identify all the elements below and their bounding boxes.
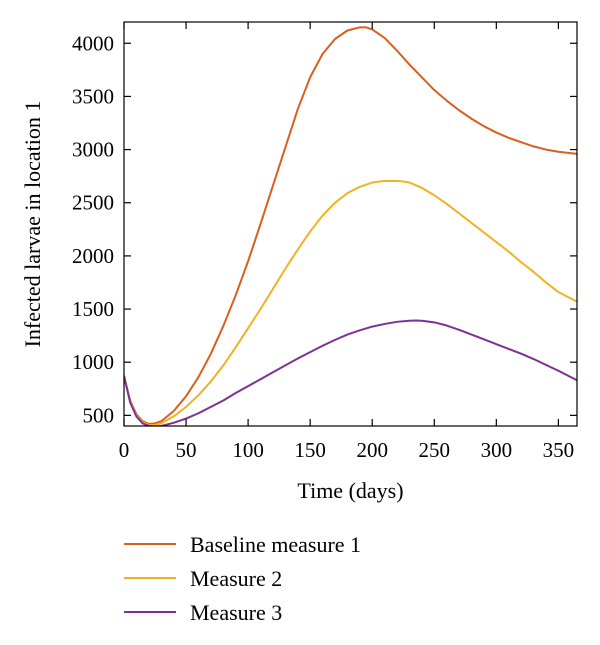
legend: Baseline measure 1 Measure 2 Measure 3 [124,532,361,625]
x-tick-label: 200 [356,438,388,462]
plot-frame [123,21,578,427]
y-tick-label: 500 [83,403,115,427]
y-tick-label: 2000 [72,244,114,268]
x-tick-label: 100 [232,438,264,462]
legend-label-1: Baseline measure 1 [190,532,361,557]
y-tick-label: 1000 [72,350,114,374]
y-tick-label: 4000 [72,31,114,55]
y-tick-label: 3000 [72,138,114,162]
legend-label-2: Measure 2 [190,566,282,591]
y-tick-label: 2500 [72,191,114,215]
series-line-2 [124,179,577,426]
legend-label-3: Measure 3 [190,600,282,625]
x-tick-label: 350 [543,438,575,462]
x-tick-label: 50 [176,438,197,462]
x-axis-title: Time (days) [297,478,403,503]
x-tick-label: 300 [481,438,513,462]
y-tick-label: 1500 [72,297,114,321]
plot-area [124,26,577,426]
y-axis-title: Infected larvae in location 1 [20,101,45,348]
axes: 0 50 100 150 200 250 300 350 500 1000 1500 2000 2500… [72,21,578,462]
y-tick-label: 3500 [72,84,114,108]
x-tick-label: 150 [294,438,326,462]
series-line-3 [124,319,577,426]
x-tick-label: 250 [419,438,451,462]
series-line-1 [124,26,577,425]
x-tick-label: 0 [119,438,130,462]
